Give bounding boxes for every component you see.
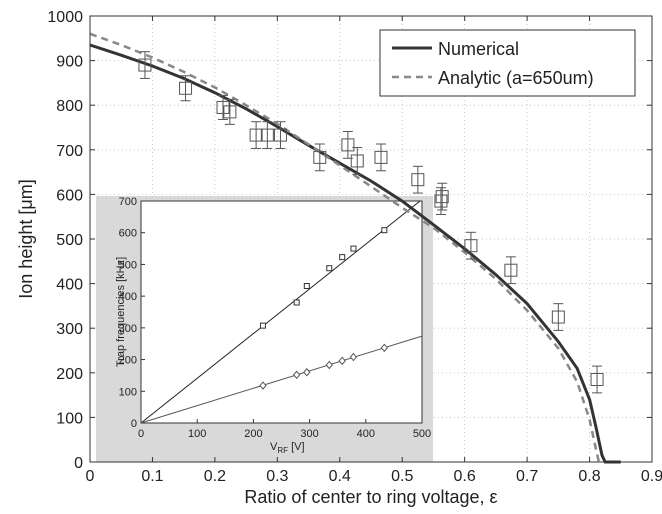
- data-point-square: [223, 105, 237, 119]
- inset-y-tick-label: 100: [119, 386, 137, 398]
- inset-y-axis-label: Trap frequencies [kHz]: [115, 257, 127, 367]
- main-y-tick-label: 800: [56, 98, 83, 115]
- inset-point-square: [350, 245, 357, 252]
- inset-point-diamond: [349, 352, 358, 362]
- main-x-tick-label: 0.9: [641, 468, 662, 485]
- inset-point-diamond: [380, 343, 389, 353]
- data-point-square: [138, 58, 152, 72]
- inset-x-tick-label: 200: [244, 428, 262, 440]
- main-y-tick-label: 300: [56, 321, 83, 338]
- inset-point-square: [303, 282, 310, 289]
- main-y-tick-label: 700: [56, 143, 83, 160]
- main-x-tick-label: 0.1: [141, 468, 163, 485]
- main-x-tick-label: 0.2: [204, 468, 226, 485]
- y-axis-label: Ion height [μm]: [16, 179, 36, 298]
- inset-x-tick-label: 500: [413, 428, 431, 440]
- data-point-square: [551, 310, 565, 324]
- data-point-square: [411, 173, 425, 187]
- analytic-curve: [89, 32, 601, 463]
- main-y-tick-label: 500: [56, 232, 83, 249]
- main-y-tick-label: 100: [56, 410, 83, 427]
- data-point-square: [313, 150, 327, 164]
- data-point-square: [249, 128, 263, 142]
- inset-point-square: [326, 265, 333, 272]
- inset-x-label-main: V: [270, 441, 278, 453]
- data-point-square: [341, 138, 355, 152]
- main-y-tick-label: 1000: [47, 9, 83, 26]
- numerical-curve: [89, 43, 621, 464]
- main-x-tick-label: 0.6: [454, 468, 476, 485]
- inset-y-tick-label: 700: [119, 196, 137, 208]
- inset-chart: 0 100 200 300 400 500 0 100 200 300 400 500 600 700: [119, 196, 432, 440]
- inset-point-diamond: [303, 367, 311, 377]
- main-x-tick-label: 0.5: [391, 468, 413, 485]
- inset-point-diamond: [293, 370, 301, 380]
- data-point-square: [260, 128, 274, 142]
- inset-fit-line-axial: [140, 200, 421, 424]
- inset-point-square: [381, 227, 388, 234]
- main-y-tick-label: 0: [74, 455, 83, 472]
- main-x-tick-label: 0.3: [266, 468, 288, 485]
- inset-point-diamond: [325, 360, 333, 370]
- inset-point-square: [259, 322, 266, 329]
- inset-x-axis-label: VRF [V]: [270, 441, 305, 455]
- main-x-tick-label: 0.8: [578, 468, 600, 485]
- main-x-tick-label: 0.4: [329, 468, 351, 485]
- inset-x-tick-label: 100: [188, 428, 206, 440]
- inset-x-label-subscript: RF: [277, 446, 288, 455]
- inset-point-diamond: [338, 356, 346, 366]
- inset-x-tick-label: 300: [300, 428, 318, 440]
- inset-point-square: [293, 299, 300, 306]
- main-x-tick-label: 0: [86, 468, 95, 485]
- inset-y-tick-label: 300: [119, 323, 137, 335]
- inset-x-label-unit: [V]: [288, 441, 305, 453]
- inset-y-tick-label: 0: [131, 418, 137, 430]
- legend-box: [379, 29, 636, 97]
- inset-x-tick-label: 0: [138, 428, 144, 440]
- inset-fit-line-radial: [140, 335, 423, 424]
- data-point-square: [504, 263, 518, 277]
- data-point-square: [434, 194, 448, 208]
- legend: Numerical Analytic (a=650um): [379, 29, 636, 97]
- data-point-square: [590, 372, 604, 386]
- inset-y-tick-label: 600: [119, 228, 137, 240]
- data-point-square: [216, 100, 230, 114]
- data-point-square: [273, 128, 287, 142]
- data-point-square: [350, 154, 364, 168]
- main-y-tick-label: 400: [56, 277, 83, 294]
- legend-label-analytic: Analytic (a=650um): [438, 68, 594, 88]
- data-point-square: [374, 150, 388, 164]
- legend-label-numerical: Numerical: [438, 39, 519, 59]
- main-y-tick-label: 200: [56, 366, 83, 383]
- main-chart: [89, 32, 621, 464]
- data-point-square: [435, 190, 449, 204]
- inset-y-tick-label: 200: [119, 355, 137, 367]
- inset-point-square: [339, 254, 346, 261]
- data-point-square: [179, 81, 193, 95]
- x-axis-label: Ratio of center to ring voltage, ε: [244, 487, 497, 507]
- main-x-tick-label: 0.7: [516, 468, 538, 485]
- inset-y-tick-label: 500: [119, 259, 137, 271]
- data-point-square: [464, 239, 478, 253]
- inset-x-tick-label: 400: [357, 428, 375, 440]
- main-y-tick-label: 900: [56, 54, 83, 71]
- main-y-tick-label: 600: [56, 187, 83, 204]
- inset-y-tick-label: 400: [119, 291, 137, 303]
- inset-point-diamond: [259, 381, 267, 390]
- main-ticks: 0 0.1 0.2 0.3 0.4 0.5 0.6 0.7 0.8 0.9 0 100 200 300 40…: [47, 9, 662, 485]
